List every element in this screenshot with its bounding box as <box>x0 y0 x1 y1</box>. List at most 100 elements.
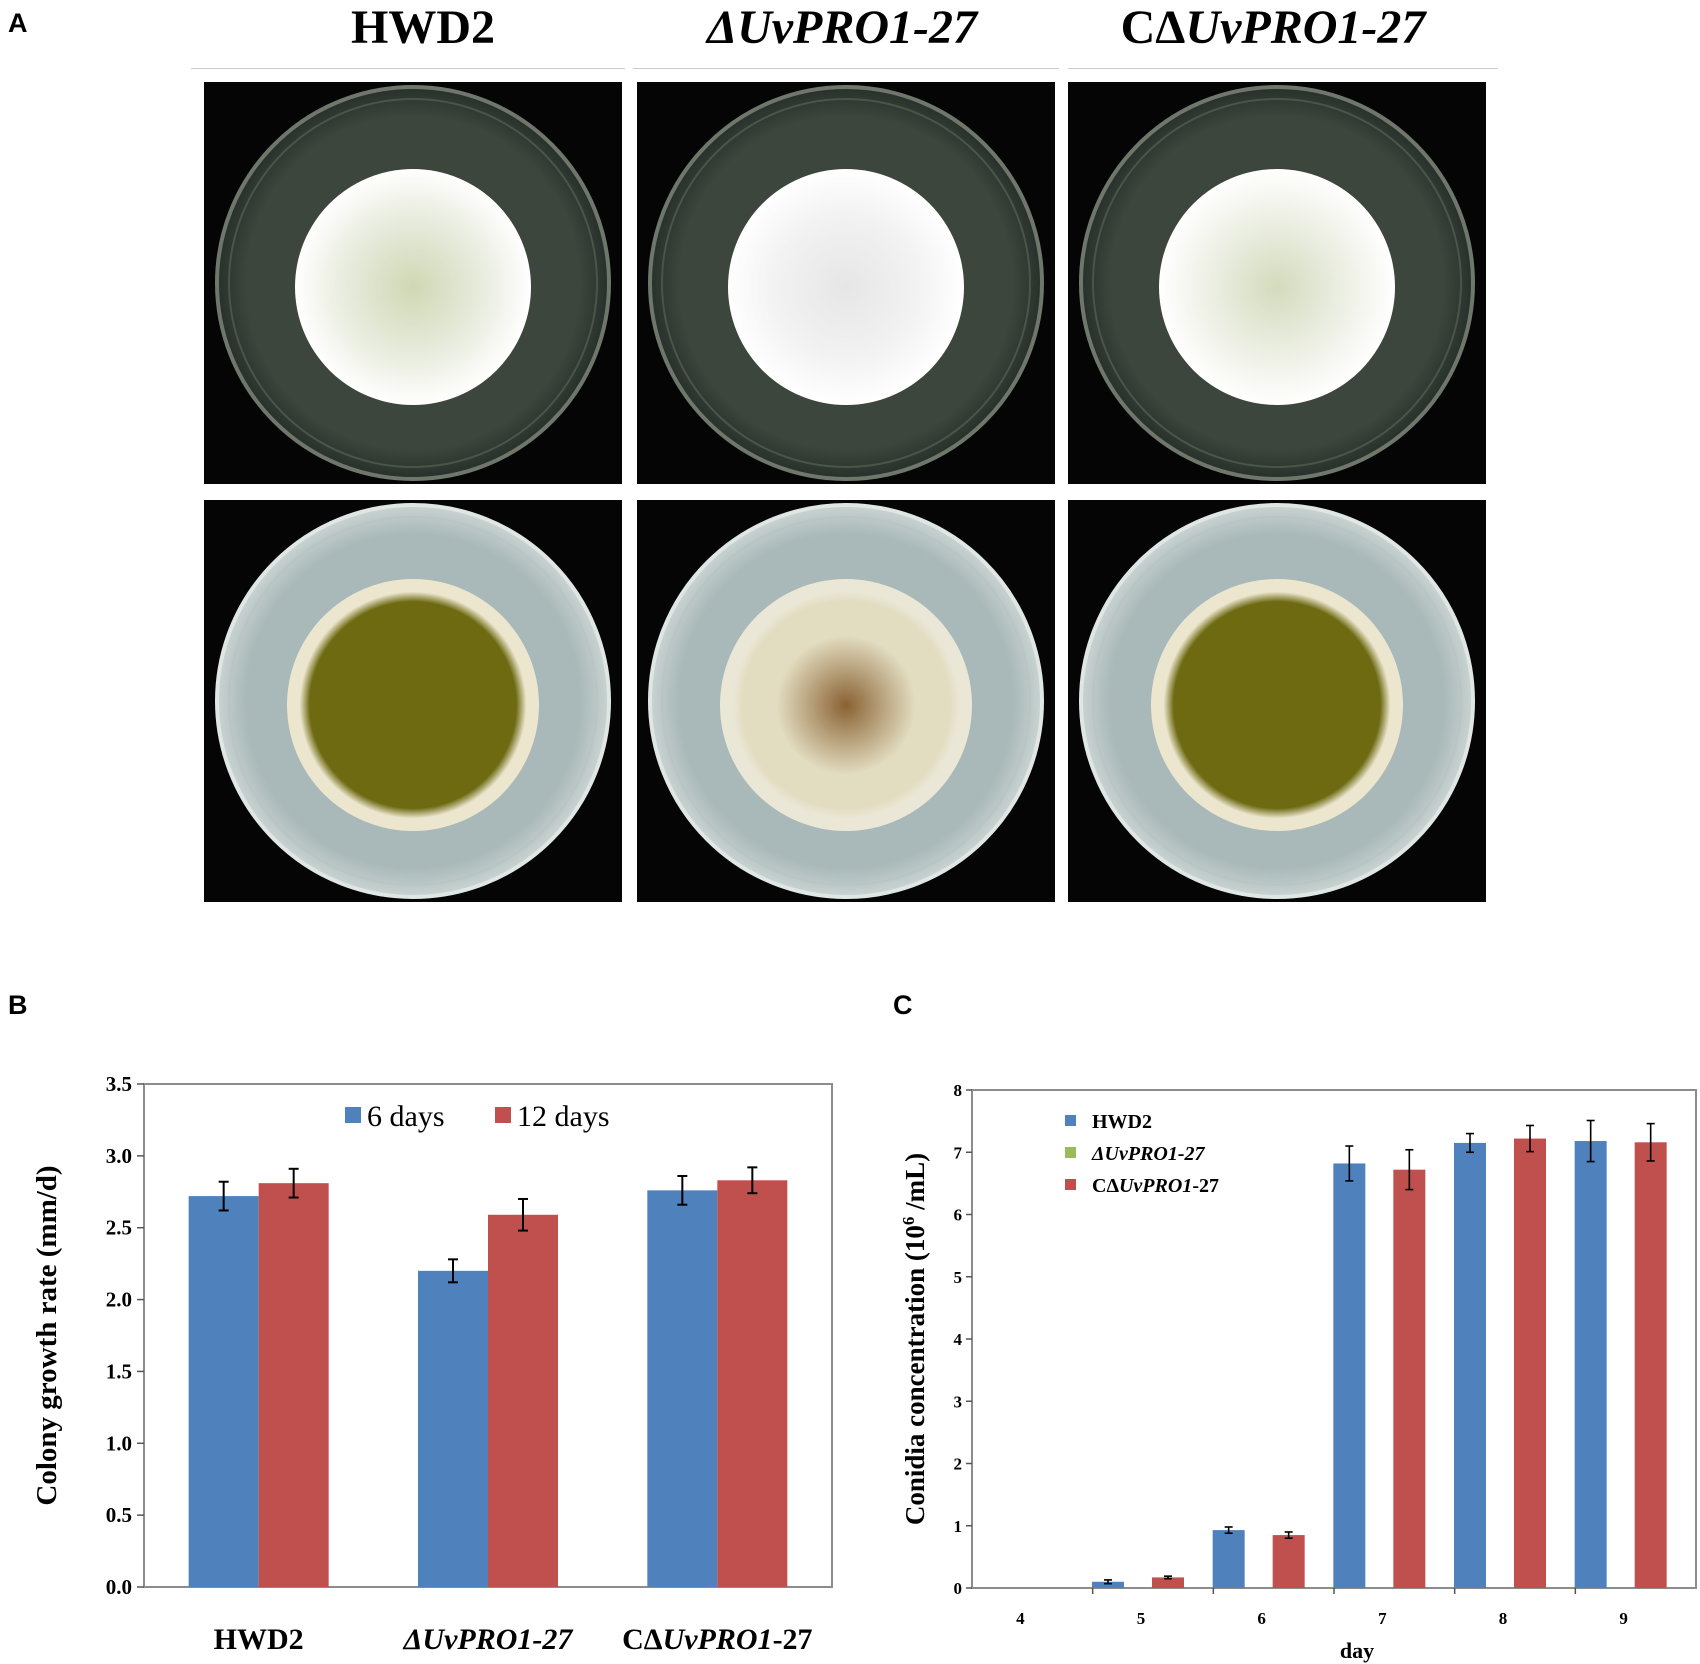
y-tick-label: 4 <box>954 1330 963 1349</box>
x-tick-label: 7 <box>1378 1609 1387 1628</box>
column-title-prefix: CΔ <box>1120 1 1186 54</box>
x-tick-prefix: CΔ <box>622 1623 663 1656</box>
y-tick-label: 0 <box>954 1579 963 1598</box>
panel-label-a: A <box>8 8 28 38</box>
x-tick-prefix: Δ <box>403 1623 423 1656</box>
y-tick-label: 7 <box>954 1143 963 1162</box>
y-tick-label: 8 <box>954 1081 963 1100</box>
y-axis-title-unit: /mL) <box>900 1153 930 1217</box>
column-title-gene: UvPRO1 <box>1185 1 1362 54</box>
title-underline <box>191 68 625 69</box>
plate-image <box>1068 500 1486 902</box>
x-axis-title: day <box>1340 1638 1374 1663</box>
panel-label-c: C <box>893 990 913 1020</box>
y-tick-label: 3.5 <box>106 1072 132 1096</box>
fungal-colony <box>728 169 964 405</box>
bar <box>488 1214 558 1587</box>
x-tick-label: CΔUvPRO1-27 <box>622 1623 812 1656</box>
bar <box>1454 1142 1486 1588</box>
column-title-hwd2: HWD2 <box>213 0 633 55</box>
legend-swatch <box>495 1107 511 1123</box>
bar <box>1514 1138 1546 1588</box>
plate-image <box>1068 82 1486 484</box>
legend-prefix: Δ <box>1091 1143 1105 1165</box>
legend-label: ΔUvPRO1-27 <box>1091 1143 1206 1165</box>
x-tick-gene: UvPRO1 <box>422 1623 532 1656</box>
bar <box>188 1196 259 1587</box>
chart-growth-rate: 0.0 0.5 1.0 1.5 2.0 2.5 3.0 3.5 Colony growth ra… <box>31 1072 833 1656</box>
y-tick-label: 0.0 <box>106 1575 132 1599</box>
legend-suffix: -27 <box>1192 1175 1219 1197</box>
bar <box>258 1183 329 1587</box>
plate-photo-deletion-front <box>637 82 1055 484</box>
x-tick-label: 6 <box>1257 1609 1266 1628</box>
bar <box>717 1180 788 1587</box>
y-tick-label: 0.5 <box>106 1503 132 1527</box>
y-axis-title-main: Conidia concentration (10 <box>900 1225 930 1525</box>
legend-swatch <box>1065 1179 1076 1190</box>
legend-swatch <box>1065 1147 1076 1158</box>
legend-label: HWD2 <box>1092 1111 1152 1133</box>
legend-gene: UvPRO1 <box>1119 1175 1192 1197</box>
fungal-colony <box>287 579 539 831</box>
plate-photo-complement-front <box>1068 82 1486 484</box>
column-title-complement: CΔUvPRO1-27 <box>1063 0 1483 55</box>
plate-image <box>204 500 622 902</box>
y-tick-label: 2.5 <box>106 1216 132 1240</box>
column-title-text: HWD2 <box>351 1 495 54</box>
x-tick-suffix: -27 <box>532 1623 573 1656</box>
bar <box>1272 1535 1305 1588</box>
legend-gene: UvPRO1 <box>1105 1143 1178 1165</box>
x-tick-suffix: -27 <box>773 1623 813 1656</box>
x-tick-label: ΔUvPRO1-27 <box>403 1623 574 1656</box>
legend-swatch <box>345 1107 361 1123</box>
bar <box>1574 1141 1607 1588</box>
bar <box>1152 1577 1184 1588</box>
fungal-colony <box>1159 169 1395 405</box>
y-axis-title: Conidia concentration (106 /mL) <box>900 1153 930 1525</box>
fungal-colony <box>1151 579 1403 831</box>
y-tick-label: 5 <box>954 1268 963 1287</box>
column-title-gene: UvPRO1 <box>737 1 914 54</box>
legend-label: 6 days <box>367 1100 445 1133</box>
legend-label: CΔUvPRO1-27 <box>1092 1175 1219 1197</box>
bar <box>1333 1163 1366 1588</box>
legend-swatch <box>1065 1115 1076 1126</box>
plate-photo-deletion-back <box>637 500 1055 902</box>
bar <box>647 1190 718 1587</box>
x-tick-label: 8 <box>1499 1609 1508 1628</box>
fungal-colony <box>720 579 972 831</box>
y-tick-label: 1.5 <box>106 1359 132 1383</box>
y-axis-title: Colony growth rate (mm/d) <box>31 1165 63 1505</box>
plate-photo-hwd2-back <box>204 500 622 902</box>
fungal-colony <box>295 169 531 405</box>
legend-prefix: CΔ <box>1092 1175 1119 1197</box>
bar <box>1393 1169 1426 1588</box>
column-title-prefix: Δ <box>706 1 738 54</box>
panel-label-b: B <box>8 990 28 1020</box>
plate-photo-hwd2-front <box>204 82 622 484</box>
y-tick-label: 1 <box>954 1517 963 1536</box>
x-tick-label: 5 <box>1137 1609 1146 1628</box>
y-tick-label: 2.0 <box>106 1288 132 1312</box>
bar <box>1092 1581 1124 1588</box>
y-tick-label: 2 <box>954 1455 963 1474</box>
plate-image <box>637 82 1055 484</box>
plate-image <box>637 500 1055 902</box>
y-tick-label: 6 <box>954 1206 963 1225</box>
bar <box>1634 1142 1667 1588</box>
title-underline <box>633 68 1059 69</box>
column-title-deletion: ΔUvPRO1-27 <box>632 0 1052 55</box>
column-title-suffix: -27 <box>913 1 978 54</box>
legend-suffix: -27 <box>1178 1143 1206 1165</box>
column-title-suffix: -27 <box>1361 1 1426 54</box>
bar <box>418 1270 488 1587</box>
y-tick-label: 3.0 <box>106 1144 132 1168</box>
bar <box>1212 1530 1245 1588</box>
x-tick-label: 9 <box>1619 1609 1628 1628</box>
y-tick-label: 3 <box>954 1392 963 1411</box>
plate-photo-complement-back <box>1068 500 1486 902</box>
x-tick-label: HWD2 <box>214 1623 304 1656</box>
legend-label: 12 days <box>517 1100 610 1133</box>
